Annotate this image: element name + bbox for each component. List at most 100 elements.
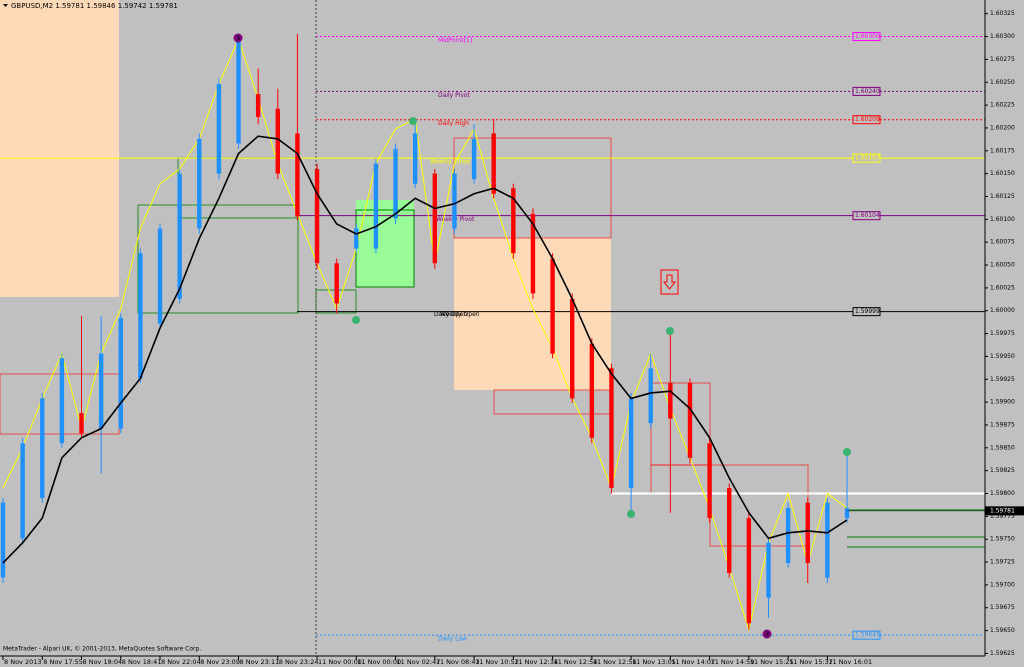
x-tick-label: 11 Nov 14:59 [711, 658, 755, 666]
candle-body [393, 148, 398, 219]
candle-body [197, 138, 202, 229]
level-tag [852, 32, 881, 42]
y-tick-label: 1.60050 [990, 262, 1015, 269]
candle-body [570, 298, 575, 399]
y-tick-label: 1.59725 [990, 559, 1015, 566]
candle-body [59, 358, 65, 444]
candle-body [354, 228, 359, 249]
y-tick-label: 1.60200 [990, 124, 1015, 131]
candle-body [707, 443, 712, 519]
level-text: Daily Pivot [438, 92, 470, 99]
candle-body [255, 94, 261, 117]
y-tick-label: 1.60225 [990, 102, 1015, 109]
level-tag [852, 86, 881, 96]
y-tick-label: 1.59850 [990, 444, 1015, 451]
level-tag-label: 1.60300 [855, 33, 880, 40]
candle-body [550, 258, 555, 354]
y-tick-label: 1.59700 [990, 581, 1015, 588]
candle-body [20, 443, 25, 539]
down-arrow [662, 274, 677, 290]
candle-body [452, 173, 457, 229]
level-tag-label: 1.59999 [855, 308, 880, 315]
x-tick-label: 8 Nov 23:09 [200, 658, 240, 666]
y-tick-label: 1.59900 [990, 399, 1015, 406]
y-tick-label: 1.59825 [990, 467, 1015, 474]
candle-body [275, 108, 280, 174]
x-tick-label: 11 Nov 13:05 [632, 658, 676, 666]
y-tick-label: 1.59950 [990, 353, 1015, 360]
x-tick-label: 11 Nov 02:47 [397, 658, 441, 666]
candle-body [373, 163, 379, 249]
candle-body [412, 133, 418, 184]
y-tick-label: 1.60250 [990, 79, 1015, 86]
zone [0, 0, 119, 297]
candle-body [432, 173, 438, 264]
candle-body [746, 518, 752, 624]
level-tag-label: 1.60167 [855, 155, 880, 162]
level-tag-label: 1.60209 [855, 116, 880, 123]
candle-body [668, 382, 673, 419]
candle-body [236, 39, 241, 144]
candle-body [530, 213, 536, 294]
x-tick-label: 11 Nov 15:37 [789, 658, 833, 666]
y-tick-label: 1.60000 [990, 307, 1015, 314]
y-tick-label: 1.60100 [990, 216, 1015, 223]
swing-dot [233, 33, 243, 43]
x-tick-label: 11 Nov 12:34 [514, 658, 558, 666]
x-tick-label: 8 Nov 23:24 [279, 658, 319, 666]
candle-body [0, 502, 6, 578]
candle-body [334, 263, 339, 304]
y-tick-label: 1.59925 [990, 376, 1015, 383]
level-text: Weekly Open [440, 311, 480, 318]
level-tag [852, 307, 881, 317]
level-text: Weekly Close [430, 159, 470, 166]
candle-body [687, 382, 693, 458]
x-tick-label: 11 Nov 00:00 [318, 658, 362, 666]
swing-dot [409, 117, 417, 125]
y-tick-label: 1.60325 [990, 10, 1015, 17]
x-tick-label: 11 Nov 08:43 [436, 658, 480, 666]
candle-body [295, 133, 300, 217]
y-tick-label: 1.59675 [990, 604, 1015, 611]
swing-dot [843, 448, 851, 456]
candle-body [118, 318, 123, 429]
y-tick-label: 1.60150 [990, 170, 1015, 177]
y-tick-label: 1.60025 [990, 284, 1015, 291]
footer: MetaTrader - Alpari UK, © 2001-2013, Met… [3, 646, 201, 653]
chart-title: GBPUSD,M2 1.59781 1.59846 1.59742 1.5978… [11, 2, 178, 10]
level-text: Daily High [438, 120, 469, 127]
level-tag [852, 115, 881, 125]
y-tick-label: 1.60300 [990, 33, 1015, 40]
last-price-label: 1.59781 [990, 507, 1015, 514]
x-tick-label: 11 Nov 12:56 [593, 658, 637, 666]
candle-body [844, 508, 850, 519]
x-tick-label: 8 Nov 18:04 [83, 658, 123, 666]
zigzag [2, 37, 848, 632]
arrow-box [660, 269, 679, 295]
swing-dot [352, 316, 360, 324]
candle-body [805, 502, 810, 563]
x-tick-label: 8 Nov 17:55 [43, 658, 83, 666]
y-tick-label: 1.59875 [990, 421, 1015, 428]
level-tag [852, 153, 881, 163]
candle-body [766, 542, 771, 598]
candle-body [511, 188, 516, 254]
candle-body [609, 368, 614, 489]
swing-label: 3 [765, 631, 769, 639]
candle-body [79, 413, 84, 434]
moving-average [2, 135, 848, 564]
swing-dot [627, 510, 635, 518]
y-tick-label: 1.59750 [990, 536, 1015, 543]
candle-body [628, 398, 634, 489]
x-tick-label: 11 Nov 12:54 [554, 658, 598, 666]
y-tick-label: 1.59800 [990, 490, 1015, 497]
y-tick-label: 1.59975 [990, 330, 1015, 337]
x-tick-label: 8 Nov 18:41 [122, 658, 162, 666]
level-tag [852, 630, 881, 640]
candle-body [589, 343, 595, 438]
zone [356, 200, 414, 287]
candle-body [491, 133, 496, 194]
x-tick-label: 11 Nov 14:07 [671, 658, 715, 666]
